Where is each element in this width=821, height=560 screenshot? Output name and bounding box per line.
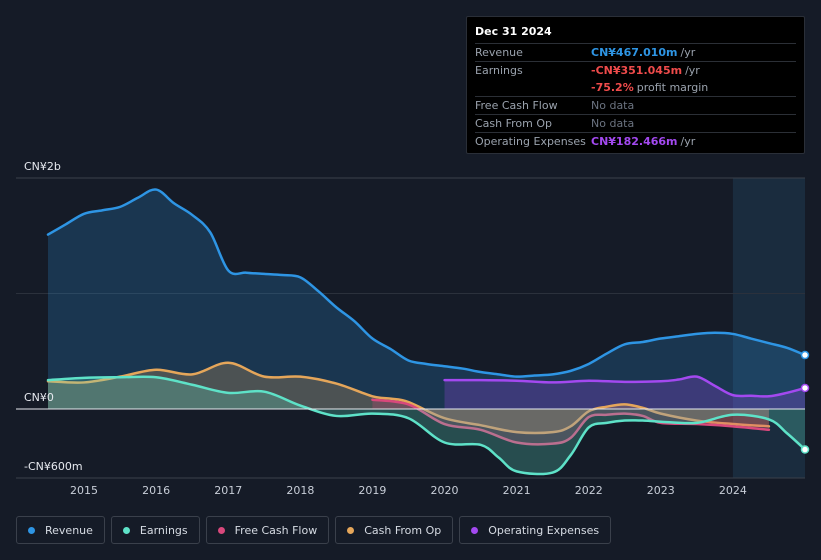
x-tick-2016: 2016 (142, 484, 171, 497)
tooltip-row-value: CN¥182.466m (591, 135, 678, 148)
tooltip-row-unit: /yr (680, 46, 696, 59)
operating-expenses-line (443, 375, 807, 398)
earnings-line (46, 375, 807, 476)
tooltip-row-unit: /yr (685, 64, 700, 77)
x-tick-2018: 2018 (286, 484, 315, 497)
tooltip-row-label (475, 79, 591, 96)
legend-label: Revenue (45, 523, 93, 537)
tooltip-row-label: Operating Expenses (475, 135, 586, 148)
x-tick-2015: 2015 (70, 484, 99, 497)
x-tick-2022: 2022 (574, 484, 603, 497)
tooltip-row-label: Earnings (475, 64, 523, 77)
tooltip-row-label: Revenue (475, 46, 523, 59)
revenue-line (46, 188, 807, 378)
revenue-area (48, 189, 805, 409)
legend-item-revenue[interactable]: Revenue (16, 516, 105, 544)
tooltip-panel: Dec 31 2024 Revenue CN¥467.010m/yr Earning… (466, 16, 805, 154)
legend-dot-icon (217, 526, 225, 534)
tooltip-row: Earnings -CN¥351.045m/yr (475, 61, 796, 79)
tooltip-row-unit: profit margin (636, 81, 709, 94)
operating-expenses-area (444, 376, 805, 409)
tooltip-row-unit: /yr (680, 135, 696, 148)
tooltip-row-value: No data (591, 117, 635, 130)
tooltip-date: Dec 31 2024 (475, 25, 552, 38)
tooltip-row-value: -CN¥351.045m (591, 64, 683, 77)
tooltip-row-value: No data (591, 99, 635, 112)
tooltip-row: Operating Expenses CN¥182.466m/yr (475, 132, 796, 150)
legend-dot-icon (471, 526, 479, 534)
tooltip-row-label: Cash From Op (475, 117, 553, 130)
legend-item-cash-from-op[interactable]: Cash From Op (335, 516, 454, 544)
operating-expenses-end-marker (800, 383, 810, 393)
y-label-zero: CN¥0 (24, 391, 54, 404)
x-tick-2021: 2021 (502, 484, 531, 497)
tooltip-row: Revenue CN¥467.010m/yr (475, 43, 796, 61)
tooltip-row: Cash From Op No data (475, 114, 796, 132)
x-tick-2024: 2024 (718, 484, 747, 497)
tooltip-row: -75.2% profit margin (475, 79, 796, 96)
x-tick-2017: 2017 (214, 484, 243, 497)
x-tick-2019: 2019 (358, 484, 387, 497)
legend: Revenue Earnings Free Cash Flow Cash From O… (16, 516, 612, 544)
legend-dot-icon (122, 526, 130, 534)
legend-dot-icon (28, 526, 35, 534)
tooltip-row-value: -75.2% (591, 81, 634, 94)
y-label-top: CN¥2b (24, 160, 61, 173)
legend-label: Free Cash Flow (234, 523, 318, 537)
free-cash-flow-area (372, 399, 769, 445)
x-tick-2020: 2020 (430, 484, 459, 497)
x-tick-2023: 2023 (646, 484, 675, 497)
legend-item-free-cash-flow[interactable]: Free Cash Flow (205, 516, 330, 544)
tooltip-row: Free Cash Flow No data (475, 96, 796, 114)
legend-label: Earnings (139, 523, 188, 537)
tooltip-row-label: Free Cash Flow (475, 99, 558, 112)
legend-item-earnings[interactable]: Earnings (110, 516, 200, 544)
legend-dot-icon (347, 526, 355, 534)
cash-from-op-line (46, 361, 771, 435)
y-label-bottom: -CN¥600m (24, 460, 83, 473)
legend-label: Operating Expenses (488, 523, 600, 537)
cash-from-op-area (48, 362, 769, 433)
legend-item-operating-expenses[interactable]: Operating Expenses (459, 516, 612, 544)
earnings-end-marker (800, 445, 810, 454)
earnings-area (48, 376, 805, 475)
revenue-end-marker (800, 350, 810, 360)
tooltip-row-value: CN¥467.010m (591, 46, 678, 59)
legend-label: Cash From Op (364, 523, 442, 537)
